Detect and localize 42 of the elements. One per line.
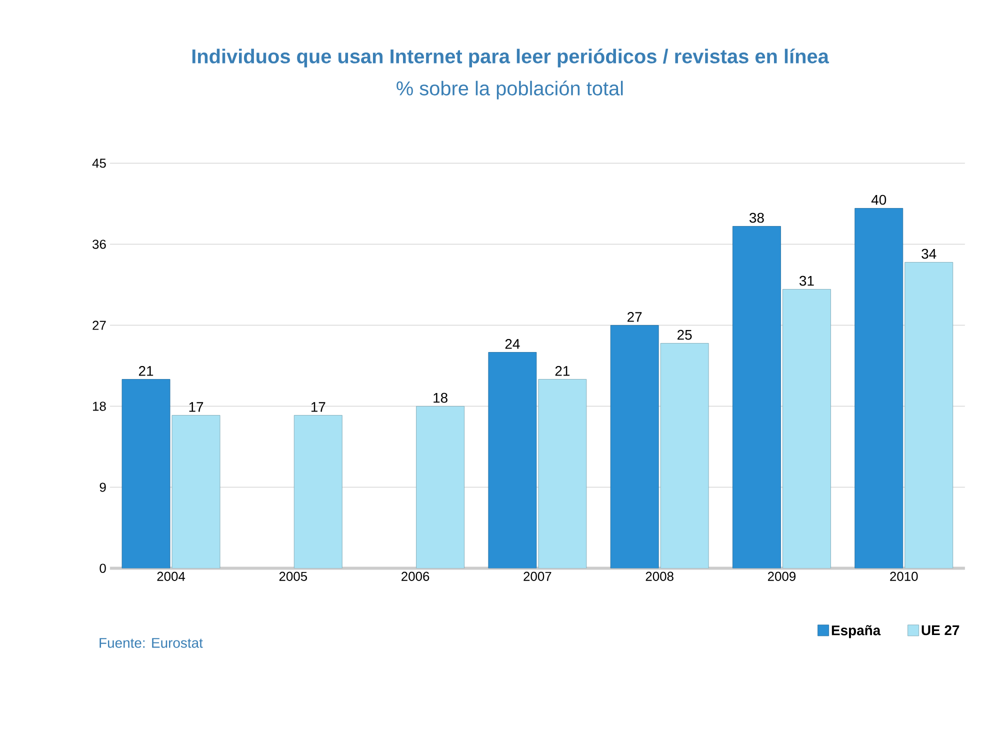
- bar: [538, 379, 587, 568]
- bar: [416, 406, 464, 568]
- data-label: 31: [799, 276, 814, 286]
- data-label: 18: [434, 392, 448, 403]
- legend-label: España: [832, 625, 881, 638]
- y-tick-label: 36: [92, 240, 106, 249]
- data-label: 27: [628, 312, 642, 322]
- data-label: 24: [505, 339, 520, 349]
- x-tick-label: 2005: [279, 572, 308, 581]
- data-label: 25: [678, 330, 692, 340]
- bar: [122, 379, 170, 568]
- chart-subtitle: % sobre la población total: [396, 80, 623, 100]
- data-label: 38: [749, 212, 764, 223]
- bar: [294, 415, 342, 568]
- bar: [660, 343, 709, 568]
- data-label: 34: [922, 248, 936, 259]
- source-note: Fuente: Eurostat: [100, 638, 203, 648]
- y-tick-label: 45: [92, 158, 106, 168]
- y-tick-label: 9: [100, 482, 106, 492]
- bar: [854, 208, 904, 568]
- data-label: 17: [189, 402, 204, 412]
- y-tick-label: 27: [92, 320, 106, 330]
- data-label: 17: [311, 402, 326, 412]
- legend-label: UE 27: [922, 625, 960, 636]
- chart-title: Individuos que usan Internet para leer periódicos / revistas en línea: [192, 48, 830, 68]
- data-label: 40: [871, 194, 886, 205]
- data-label: 21: [138, 366, 154, 376]
- x-tick-label: 2010: [890, 572, 918, 581]
- bar: [732, 226, 781, 568]
- bar: [782, 289, 831, 568]
- data-label: 21: [555, 366, 570, 376]
- y-tick-label: 18: [92, 402, 106, 411]
- x-tick-label: 2007: [524, 572, 552, 581]
- x-tick-label: 2006: [402, 572, 430, 581]
- x-tick-label: 2004: [157, 572, 186, 581]
- x-tick-label: 2009: [768, 572, 796, 581]
- x-tick-label: 2008: [646, 572, 674, 581]
- bar: [488, 352, 537, 568]
- bar: [172, 415, 220, 568]
- y-tick-label: 0: [100, 564, 106, 573]
- bar: [610, 325, 659, 568]
- bar: [904, 262, 954, 568]
